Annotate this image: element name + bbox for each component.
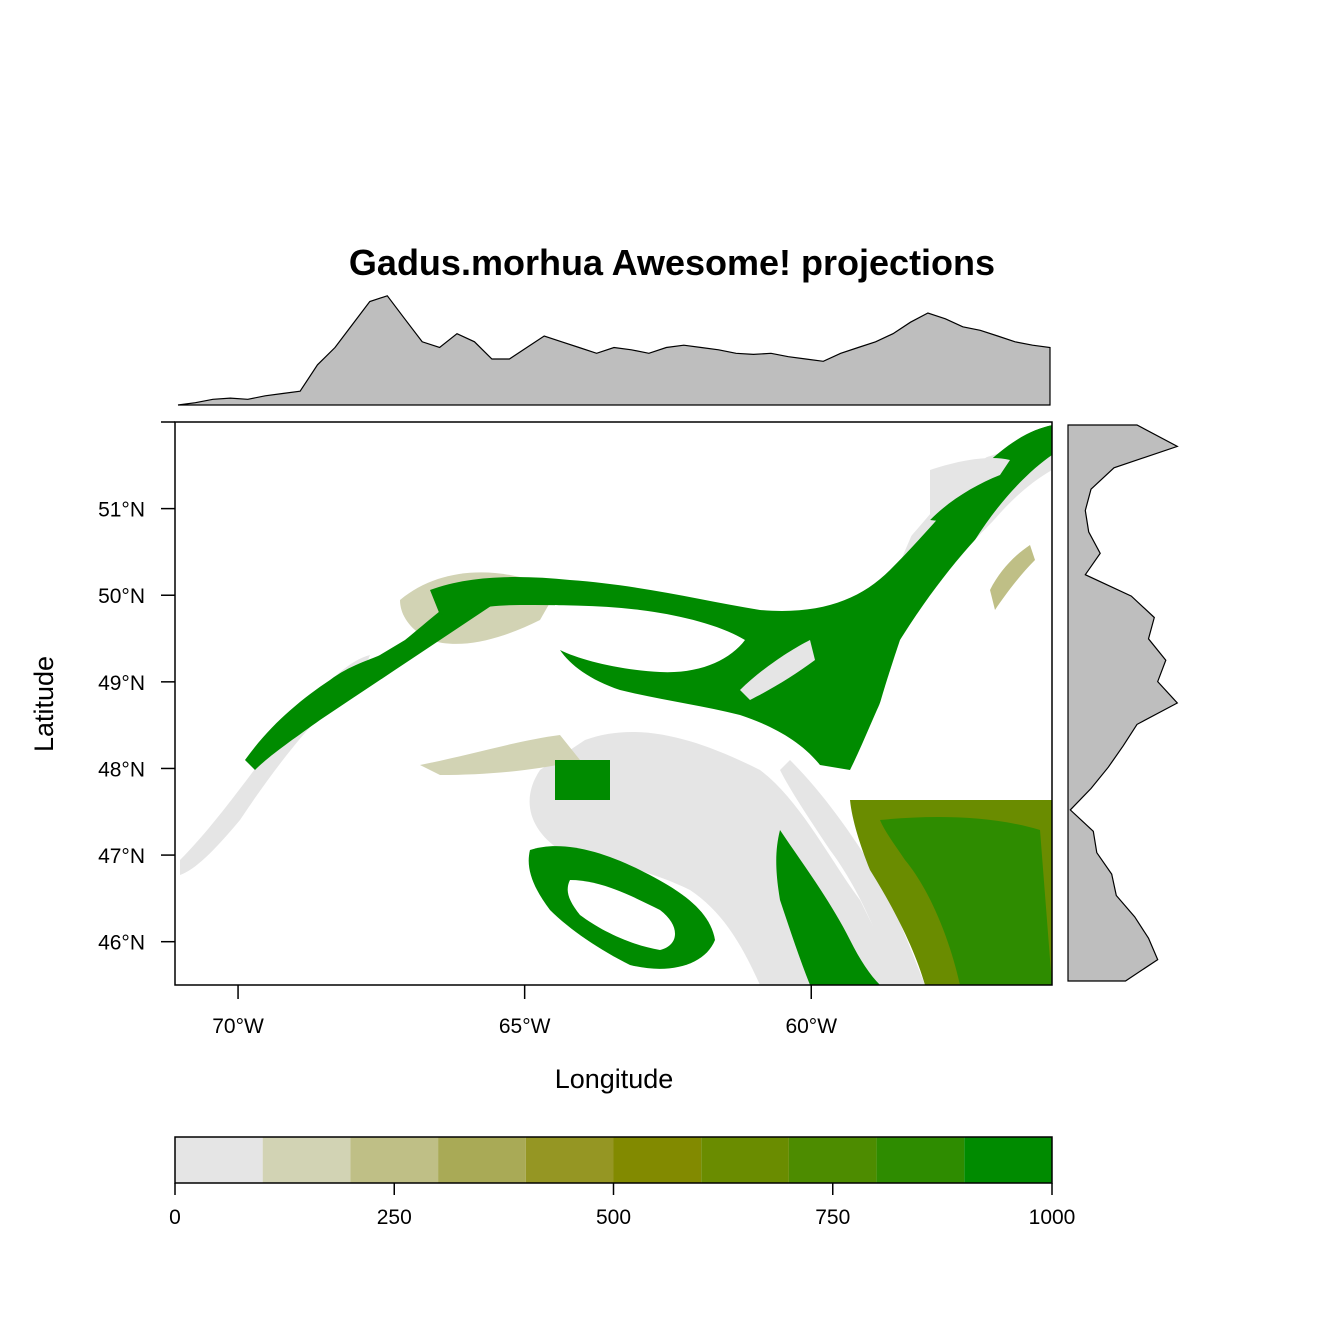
- colorbar-tick-label: 1000: [1029, 1206, 1076, 1229]
- colorbar-swatch: [701, 1137, 789, 1183]
- y-tick-label: 47°N: [98, 845, 145, 868]
- colorbar-swatch: [876, 1137, 965, 1183]
- map-frame: [174, 421, 1053, 986]
- region-madeleine-green: [555, 760, 610, 800]
- colorbar-tick-label: 500: [596, 1206, 631, 1229]
- right-marginal-plot: [1067, 424, 1179, 982]
- region-newfoundland: [864, 480, 1052, 800]
- region-newfoundland-speckle: [990, 545, 1035, 610]
- colorbar-swatch: [438, 1137, 526, 1183]
- right-marginal-area: [1067, 424, 1179, 982]
- chart-title: Gadus.morhua Awesome! projections: [349, 242, 995, 283]
- colorbar-tick-label: 0: [169, 1206, 181, 1229]
- top-marginal-plot: [177, 295, 1051, 406]
- colorbar-swatch: [175, 1137, 263, 1183]
- region-pei-inner: [567, 880, 675, 950]
- x-tick-label: 65°W: [499, 1015, 551, 1038]
- x-axis: 70°W 65°W 60°W: [212, 985, 837, 1038]
- y-tick-label: 48°N: [98, 758, 145, 781]
- colorbar-swatch: [964, 1137, 1052, 1183]
- region-estuary-band: [245, 585, 500, 770]
- map-raster: [175, 422, 1052, 985]
- y-axis-label: Latitude: [29, 656, 59, 752]
- region-south-pale: [420, 735, 580, 775]
- y-tick-label: 46°N: [98, 932, 145, 955]
- region-cabot-fringe: [780, 760, 925, 985]
- colorbar-swatch: [350, 1137, 439, 1183]
- y-axis: 46°N 47°N 48°N 49°N 50°N 51°N: [98, 421, 175, 955]
- colorbar-swatch: [613, 1137, 702, 1183]
- x-axis-label: Longitude: [555, 1064, 674, 1094]
- region-north-shore: [175, 422, 1052, 800]
- region-gulf-north-arm: [430, 425, 1052, 770]
- colorbar-swatch: [262, 1137, 351, 1183]
- x-tick-label: 60°W: [785, 1015, 837, 1038]
- y-tick-label: 50°N: [98, 585, 145, 608]
- y-tick-label: 51°N: [98, 499, 145, 522]
- region-scotian-green: [880, 817, 1052, 985]
- y-tick-label: 49°N: [98, 672, 145, 695]
- region-north-shore-grey: [930, 458, 1010, 520]
- colorbar-tick-label: 750: [815, 1206, 850, 1229]
- x-tick-label: 70°W: [212, 1015, 264, 1038]
- top-marginal-area: [177, 295, 1051, 406]
- region-inner-channel-grey: [740, 640, 815, 700]
- colorbar: 0 250 500 750 1000: [169, 1136, 1076, 1229]
- region-anticosti-island: [555, 605, 706, 670]
- colorbar-swatch: [525, 1137, 614, 1183]
- colorbar-swatch: [788, 1137, 877, 1183]
- region-cabot-strait-south: [776, 830, 880, 985]
- colorbar-tick-label: 250: [377, 1206, 412, 1229]
